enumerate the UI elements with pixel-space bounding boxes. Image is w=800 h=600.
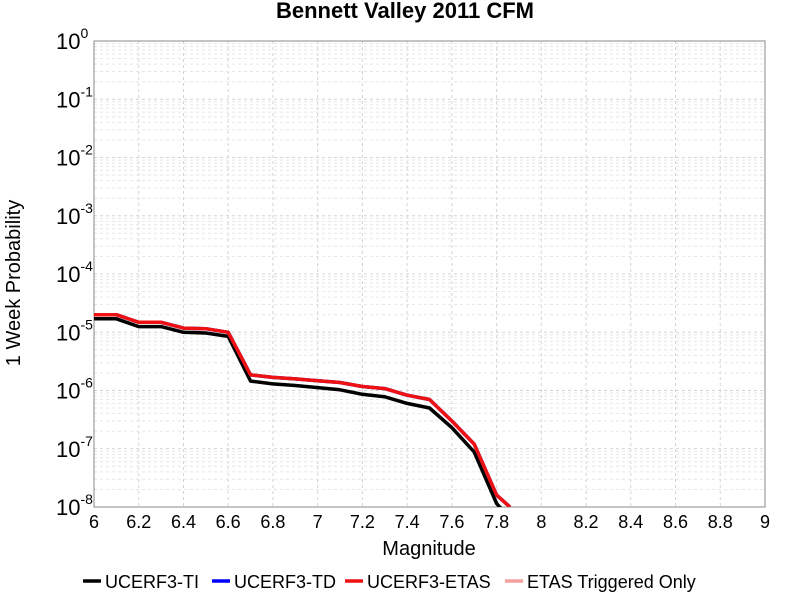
x-tick-label: 6.8 bbox=[260, 512, 285, 532]
x-tick-label: 7.4 bbox=[395, 512, 420, 532]
x-tick-label: 8 bbox=[536, 512, 546, 532]
legend-label: UCERF3-TD bbox=[234, 572, 336, 592]
y-tick-label: 10-6 bbox=[56, 375, 93, 404]
x-tick-label: 9 bbox=[760, 512, 770, 532]
series-group bbox=[94, 312, 512, 507]
x-tick-label: 6.6 bbox=[216, 512, 241, 532]
y-axis-ticks: 100 10-1 10-2 10-3 10-4 10-5 10-6 10-7 10-8 bbox=[56, 25, 93, 520]
grid bbox=[93, 41, 766, 508]
x-tick-label: 8.6 bbox=[663, 512, 688, 532]
y-axis-label: 1 Week Probability bbox=[3, 200, 25, 366]
series-layer bbox=[94, 312, 512, 507]
y-tick-label: 10-8 bbox=[56, 491, 93, 520]
x-axis-label: Magnitude bbox=[382, 538, 475, 560]
y-tick-label: 10-1 bbox=[56, 83, 93, 112]
x-axis-ticks: 6 6.2 6.4 6.6 6.8 7 7.2 7.4 7.6 7.8 8 8.2 8.4 8.6 8.8 9 bbox=[89, 512, 770, 532]
y-tick-label: 10-2 bbox=[56, 142, 93, 171]
legend-label: ETAS Triggered Only bbox=[527, 572, 696, 592]
x-tick-label: 7.8 bbox=[484, 512, 509, 532]
x-tick-label: 7 bbox=[313, 512, 323, 532]
plot-frame bbox=[93, 40, 766, 508]
x-tick-label: 8.2 bbox=[574, 512, 599, 532]
legend-label: UCERF3-ETAS bbox=[367, 572, 491, 592]
x-tick-label: 7.6 bbox=[439, 512, 464, 532]
x-tick-label: 7.2 bbox=[350, 512, 375, 532]
y-tick-label: 10-3 bbox=[56, 200, 93, 229]
legend-label: UCERF3-TI bbox=[105, 572, 199, 592]
series-line-ucerf3-ti bbox=[94, 317, 503, 507]
chart-title: Bennett Valley 2011 CFM bbox=[276, 0, 534, 23]
y-tick-label: 10-7 bbox=[56, 433, 93, 462]
y-tick-label: 10-5 bbox=[56, 316, 93, 345]
y-tick-label: 10-4 bbox=[56, 258, 93, 287]
y-tick-label: 100 bbox=[56, 25, 88, 54]
series-line-ucerf3-etas bbox=[94, 312, 512, 507]
legend: UCERF3-TI UCERF3-TD UCERF3-ETAS ETAS Trigge… bbox=[83, 572, 696, 592]
x-tick-label: 6 bbox=[89, 512, 99, 532]
x-tick-label: 6.4 bbox=[171, 512, 196, 532]
x-tick-label: 8.4 bbox=[618, 512, 643, 532]
x-tick-label: 6.2 bbox=[126, 512, 151, 532]
x-tick-label: 8.8 bbox=[708, 512, 733, 532]
